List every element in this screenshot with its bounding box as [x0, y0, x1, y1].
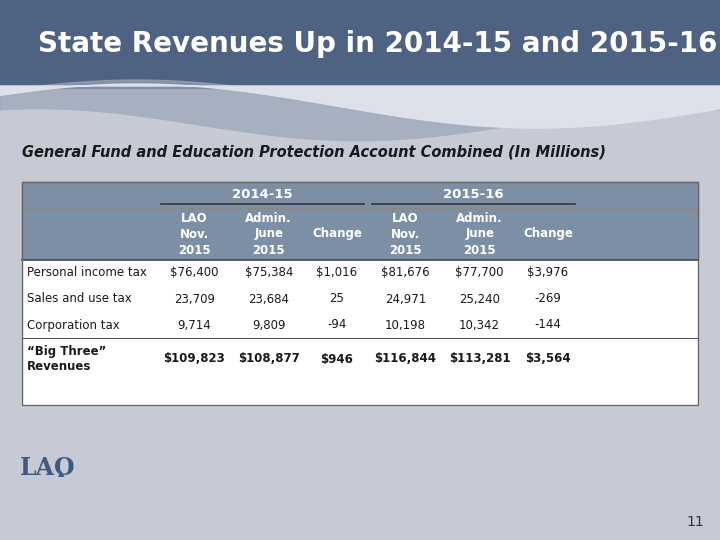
- Text: LAO
Nov.
2015: LAO Nov. 2015: [178, 212, 211, 256]
- Text: 24,971: 24,971: [384, 293, 426, 306]
- Bar: [22, 182, 698, 405]
- Text: 23,709: 23,709: [174, 293, 215, 306]
- Text: State Revenues Up in 2014-15 and 2015-16: State Revenues Up in 2014-15 and 2015-16: [38, 30, 717, 58]
- Text: -144: -144: [534, 319, 562, 332]
- Text: $113,281: $113,281: [449, 353, 510, 366]
- Bar: [0, 0, 720, 88]
- Text: Admin.
June
2015: Admin. June 2015: [246, 212, 292, 256]
- Text: Admin.
June
2015: Admin. June 2015: [456, 212, 503, 256]
- Bar: [22, 182, 698, 260]
- Bar: [22, 260, 698, 405]
- Text: 10,198: 10,198: [384, 319, 426, 332]
- Text: $108,877: $108,877: [238, 353, 300, 366]
- Text: LAO
Nov.
2015: LAO Nov. 2015: [389, 212, 422, 256]
- Text: 25,240: 25,240: [459, 293, 500, 306]
- Text: $109,823: $109,823: [163, 353, 225, 366]
- Text: ▲: ▲: [58, 469, 65, 478]
- Text: 11: 11: [686, 515, 704, 529]
- Text: 23,684: 23,684: [248, 293, 289, 306]
- Text: “Big Three”
Revenues: “Big Three” Revenues: [27, 345, 107, 374]
- Text: 2015-16: 2015-16: [444, 188, 504, 201]
- Text: $81,676: $81,676: [381, 267, 430, 280]
- Text: 9,714: 9,714: [178, 319, 211, 332]
- Text: General Fund and Education Protection Account Combined (In Millions): General Fund and Education Protection Ac…: [22, 145, 606, 159]
- Text: 10,342: 10,342: [459, 319, 500, 332]
- Text: $3,976: $3,976: [527, 267, 569, 280]
- Text: -269: -269: [534, 293, 562, 306]
- Text: $116,844: $116,844: [374, 353, 436, 366]
- Text: Personal income tax: Personal income tax: [27, 267, 147, 280]
- Text: $1,016: $1,016: [317, 267, 358, 280]
- Text: 2014-15: 2014-15: [233, 188, 293, 201]
- Text: Change: Change: [523, 227, 573, 240]
- Text: $75,384: $75,384: [245, 267, 293, 280]
- Text: 25: 25: [330, 293, 344, 306]
- Text: LAO: LAO: [20, 456, 76, 480]
- Text: $946: $946: [320, 353, 354, 366]
- Text: Sales and use tax: Sales and use tax: [27, 293, 132, 306]
- Text: 9,809: 9,809: [252, 319, 286, 332]
- Text: $3,564: $3,564: [525, 353, 571, 366]
- Text: Corporation tax: Corporation tax: [27, 319, 120, 332]
- Text: $77,700: $77,700: [456, 267, 504, 280]
- Text: $76,400: $76,400: [170, 267, 219, 280]
- Text: Change: Change: [312, 227, 362, 240]
- Text: -94: -94: [328, 319, 347, 332]
